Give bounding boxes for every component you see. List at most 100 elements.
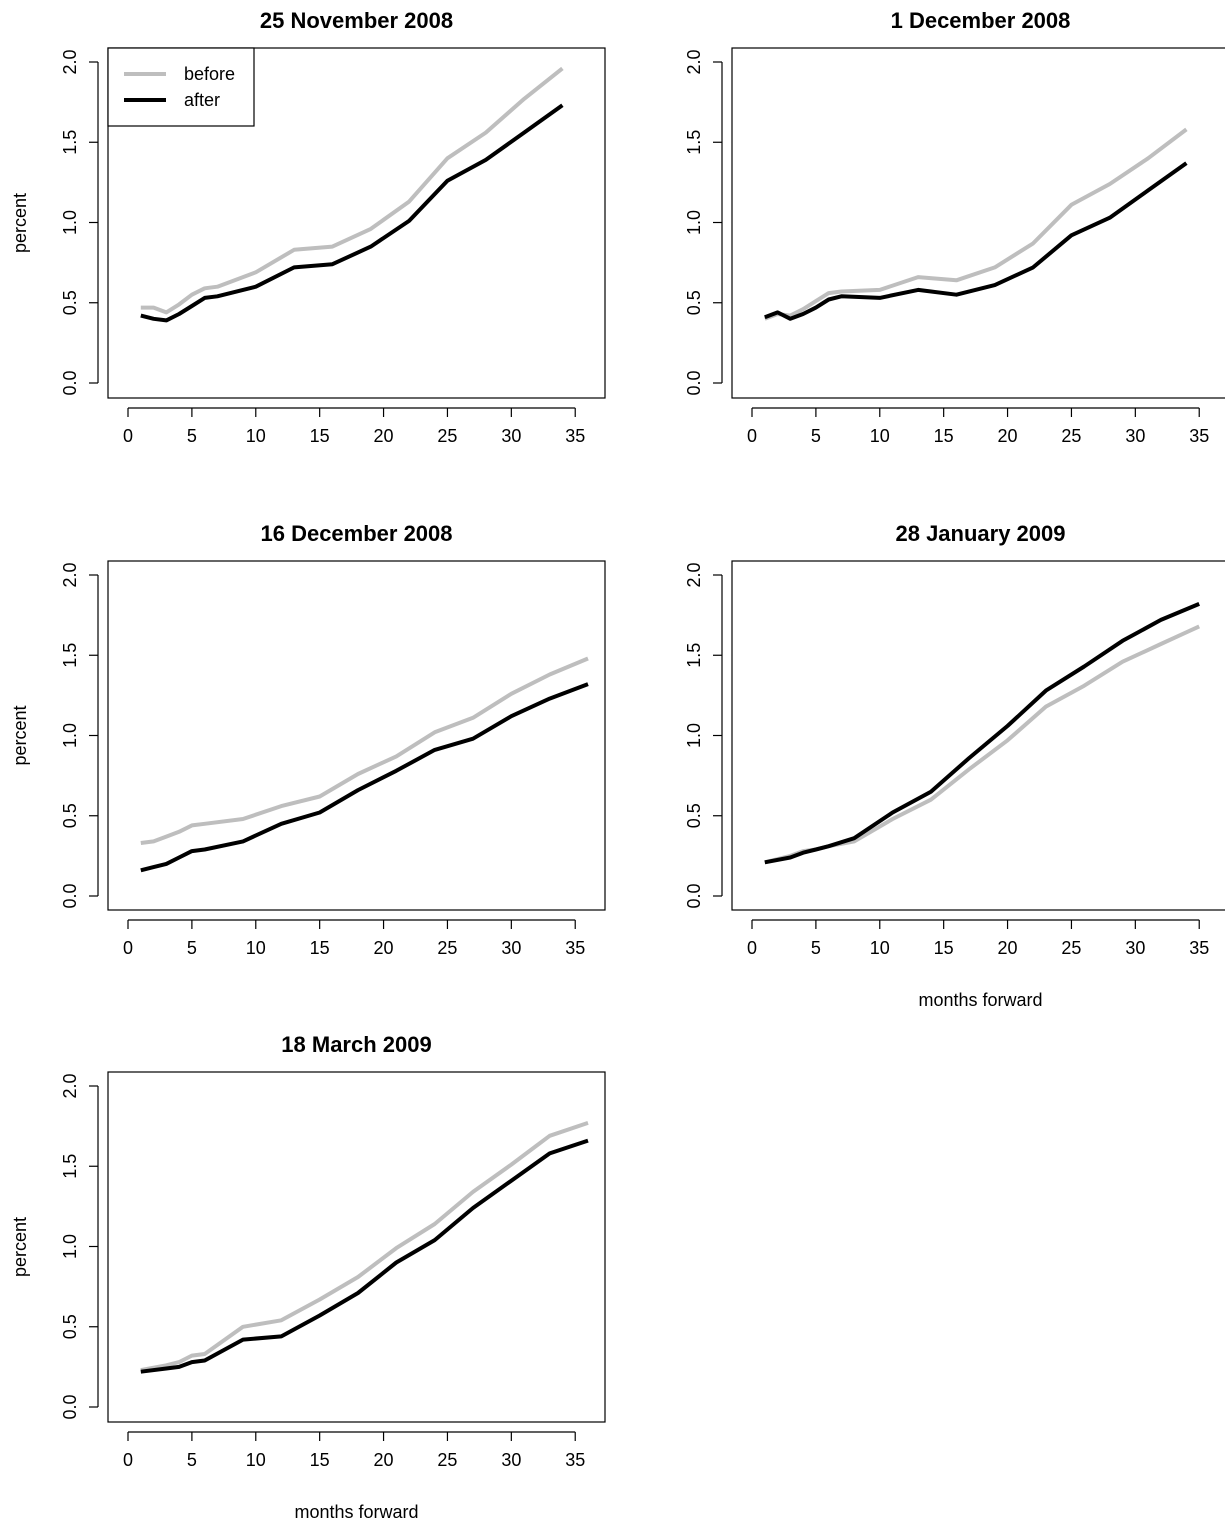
panel-title: 28 January 2009 (895, 521, 1065, 546)
legend-box (107, 47, 255, 127)
x-tick-label: 25 (437, 426, 457, 446)
y-tick-label: 1.5 (60, 643, 80, 668)
x-tick-label: 25 (1061, 938, 1081, 958)
y-tick-label: 1.5 (684, 643, 704, 668)
y-axis-label: percent (10, 193, 30, 253)
x-tick-label: 35 (1189, 426, 1209, 446)
y-tick-label: 2.0 (684, 562, 704, 587)
plot-box (107, 47, 606, 399)
series-line-before (140, 66, 564, 315)
x-tick-label: 15 (310, 426, 330, 446)
x-tick-label: 30 (501, 938, 521, 958)
x-tick-label: 20 (374, 1450, 394, 1470)
y-tick-label: 1.5 (60, 130, 80, 155)
series-line-before (140, 656, 589, 845)
x-tick-label: 10 (246, 938, 266, 958)
x-tick-label: 25 (437, 938, 457, 958)
x-tick-label: 25 (1061, 426, 1081, 446)
y-tick-label: 0.0 (60, 883, 80, 908)
x-tick-label: 30 (501, 426, 521, 446)
x-tick-label: 15 (310, 938, 330, 958)
x-tick-label: 35 (565, 426, 585, 446)
x-tick-label: 10 (246, 426, 266, 446)
panel-28-jan-2009: 28 January 2009 months forward 0 5 10 15 20 2… (684, 521, 1225, 1010)
y-tick-label: 2.0 (60, 562, 80, 587)
x-tick-label: 35 (565, 938, 585, 958)
y-tick-label: 1.5 (684, 130, 704, 155)
y-axis-label: percent (10, 1217, 30, 1277)
x-tick-label: 35 (1189, 938, 1209, 958)
y-tick-label: 0.0 (684, 370, 704, 395)
y-axis-label: percent (10, 705, 30, 765)
panel-title: 25 November 2008 (260, 8, 453, 33)
x-tick-label: 5 (187, 1450, 197, 1470)
panel-18-mar-2009: 18 March 2009 percent months forward 0 5 1… (10, 1032, 606, 1522)
x-axis-label: months forward (294, 1502, 418, 1522)
x-tick-label: 10 (246, 1450, 266, 1470)
y-tick-label: 0.0 (60, 1394, 80, 1419)
x-tick-label: 5 (187, 938, 197, 958)
y-tick-label: 1.0 (60, 1234, 80, 1259)
x-tick-label: 15 (934, 426, 954, 446)
panel-16-dec-2008: 16 December 2008 percent 0 5 10 15 20 25 30 35 0… (10, 521, 606, 958)
x-tick-label: 0 (123, 426, 133, 446)
series-line-before (764, 624, 1201, 865)
panel-title: 18 March 2009 (281, 1032, 431, 1057)
x-tick-label: 15 (310, 1450, 330, 1470)
series-line-before (764, 127, 1188, 321)
y-tick-label: 0.5 (60, 1314, 80, 1339)
series-line-after (140, 103, 564, 323)
y-tick-label: 0.5 (60, 290, 80, 315)
x-tick-label: 5 (187, 426, 197, 446)
x-axis-label: months forward (918, 990, 1042, 1010)
x-tick-label: 30 (501, 1450, 521, 1470)
x-tick-label: 0 (123, 938, 133, 958)
x-tick-label: 30 (1125, 938, 1145, 958)
plot-box (731, 47, 1225, 399)
y-tick-label: 1.0 (684, 723, 704, 748)
x-tick-label: 20 (998, 426, 1018, 446)
x-tick-label: 25 (437, 1450, 457, 1470)
y-tick-label: 2.0 (60, 1073, 80, 1098)
plot-box (107, 560, 606, 911)
x-tick-label: 10 (870, 938, 890, 958)
x-tick-label: 15 (934, 938, 954, 958)
x-tick-label: 20 (374, 426, 394, 446)
panel-title: 1 December 2008 (891, 8, 1071, 33)
x-tick-label: 0 (123, 1450, 133, 1470)
y-tick-label: 0.0 (60, 370, 80, 395)
legend: before after (107, 47, 255, 127)
x-tick-label: 20 (374, 938, 394, 958)
x-tick-label: 0 (747, 938, 757, 958)
x-tick-label: 5 (811, 938, 821, 958)
plot-box (107, 1071, 606, 1423)
series-line-after (140, 682, 589, 873)
legend-label-after: after (184, 90, 220, 110)
x-tick-label: 10 (870, 426, 890, 446)
plot-box (731, 560, 1225, 911)
x-tick-label: 35 (565, 1450, 585, 1470)
y-tick-label: 1.5 (60, 1154, 80, 1179)
panel-25-nov-2008: 25 November 2008 percent 0 5 10 15 20 25 30 35 0… (10, 8, 606, 446)
y-tick-label: 0.5 (684, 290, 704, 315)
y-tick-label: 2.0 (60, 49, 80, 74)
panel-1-dec-2008: 1 December 2008 0 5 10 15 20 25 30 35 0.0 0.5 1.0 1… (684, 8, 1225, 446)
panel-title: 16 December 2008 (260, 521, 452, 546)
y-tick-label: 0.0 (684, 883, 704, 908)
y-tick-label: 1.0 (60, 210, 80, 235)
y-tick-label: 1.0 (60, 723, 80, 748)
x-tick-label: 0 (747, 426, 757, 446)
y-tick-label: 0.5 (684, 803, 704, 828)
y-tick-label: 0.5 (60, 803, 80, 828)
x-tick-label: 30 (1125, 426, 1145, 446)
series-line-after (764, 602, 1200, 865)
x-tick-label: 5 (811, 426, 821, 446)
series-line-after (764, 161, 1188, 321)
y-tick-label: 1.0 (684, 210, 704, 235)
series-line-after (140, 1138, 589, 1374)
series-line-before (140, 1121, 589, 1373)
x-tick-label: 20 (998, 938, 1018, 958)
legend-label-before: before (184, 64, 235, 84)
y-tick-label: 2.0 (684, 49, 704, 74)
